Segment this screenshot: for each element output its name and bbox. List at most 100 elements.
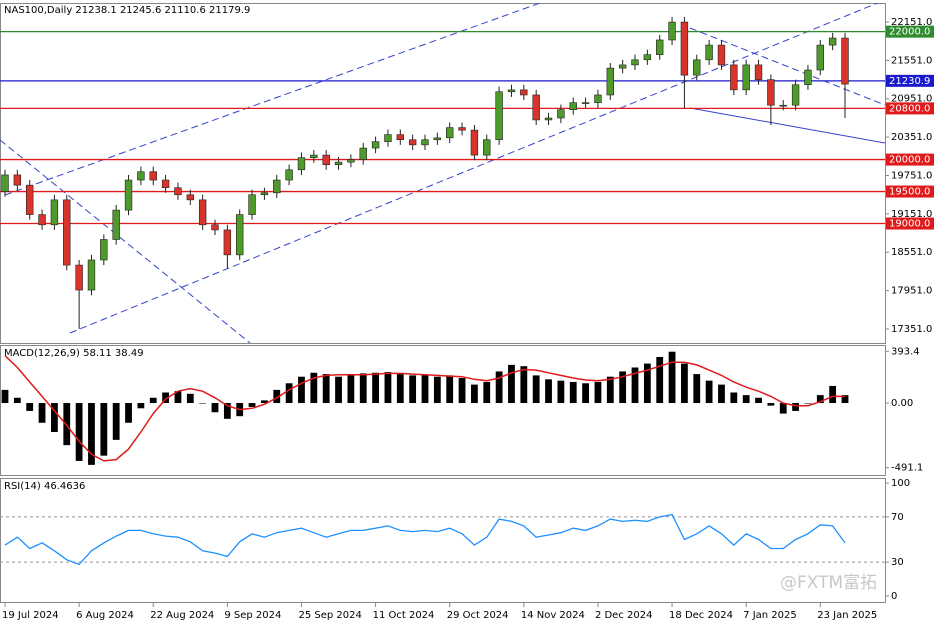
x-tick-label: 11 Oct 2024: [373, 610, 435, 621]
macd-bar: [619, 371, 627, 404]
macd-bar: [545, 379, 552, 404]
candle-body: [680, 21, 689, 76]
candle-body: [618, 64, 627, 69]
macd-bar: [162, 392, 169, 404]
candle-body: [643, 54, 652, 61]
macd-bar: [372, 372, 379, 404]
macd-bar: [681, 363, 688, 404]
candle-body: [557, 109, 565, 119]
candle-body: [693, 59, 701, 76]
price-title: NAS100,Daily 21238.1 21245.6 21110.6 211…: [4, 5, 250, 16]
level-label: 20800.0: [889, 103, 930, 114]
candle-body: [816, 44, 824, 71]
macd-bar: [298, 376, 305, 404]
y-tick-label: 30: [891, 557, 904, 568]
macd-bar: [693, 374, 701, 404]
candle-body: [112, 209, 120, 240]
candle-body: [446, 127, 454, 139]
macd-bar: [631, 367, 639, 404]
macd-bar: [186, 393, 194, 404]
y-tick-label: 18551.0: [891, 247, 932, 258]
wedge-lower: [689, 107, 885, 144]
level-label-box: [886, 102, 934, 115]
candle-body: [458, 127, 466, 131]
macd-bar: [248, 403, 256, 407]
y-tick-label: 21551.0: [891, 55, 932, 66]
macd-bar: [285, 383, 293, 404]
macd-bar: [149, 397, 157, 404]
macd-bar: [310, 372, 318, 404]
x-tick-label: 6 Aug 2024: [76, 610, 134, 621]
macd-bar: [582, 383, 589, 404]
candle-body: [767, 79, 775, 106]
macd-bar: [421, 374, 429, 404]
channel-lower: [69, 3, 879, 334]
macd-bar: [26, 403, 34, 411]
level-label: 20000.0: [889, 155, 930, 166]
candle-body: [483, 139, 491, 156]
candle-body: [754, 64, 763, 80]
x-tick-label: 19 Jul 2024: [2, 610, 59, 621]
macd-bar: [569, 381, 577, 404]
macd-bar: [75, 403, 83, 461]
candle-body: [260, 192, 269, 196]
candle-body: [569, 102, 577, 110]
y-tick-label: 100: [891, 478, 910, 489]
x-tick-label: 22 Aug 2024: [150, 610, 214, 621]
macd-bar: [13, 397, 21, 404]
macd-bar: [508, 364, 515, 404]
macd-bar: [779, 403, 787, 414]
y-tick-label: 19151.0: [891, 209, 932, 220]
macd-bar: [100, 403, 108, 456]
level-label: 21230.9: [889, 76, 930, 87]
macd-bar: [816, 395, 824, 404]
y-tick-label: -491.1: [891, 463, 923, 474]
macd-bar: [532, 375, 540, 404]
candle-body: [371, 141, 380, 149]
x-tick-label: 7 Jan 2025: [743, 610, 797, 621]
candle-body: [211, 224, 219, 231]
macd-bar: [335, 376, 342, 404]
level-label: 22000.0: [889, 27, 930, 38]
x-tick-label: 9 Sep 2024: [224, 610, 281, 621]
level-label: 19500.0: [889, 187, 930, 198]
down-trend: [0, 139, 251, 343]
candle-body: [223, 229, 232, 256]
candle-body: [198, 199, 207, 226]
candle-body: [828, 37, 837, 46]
candle-body: [310, 154, 318, 158]
level-label-box: [886, 74, 934, 87]
x-tick-label: 14 Nov 2024: [521, 610, 585, 621]
candle-body: [742, 64, 750, 91]
candle-body: [520, 89, 528, 96]
candle-body: [421, 139, 429, 146]
y-tick-label: 22151.0: [891, 17, 932, 28]
macd-bar: [446, 375, 454, 404]
y-tick-label: 20951.0: [891, 94, 932, 105]
candle-body: [248, 194, 256, 215]
candle-body: [63, 199, 71, 266]
candle-body: [322, 154, 330, 165]
candle-body: [149, 171, 157, 181]
macd-bar: [643, 363, 651, 404]
candle-body: [13, 174, 22, 186]
macd-bar: [347, 375, 355, 404]
x-tick-label: 23 Jan 2025: [817, 610, 877, 621]
channel-upper: [4, 3, 541, 196]
macd-bar: [829, 385, 837, 404]
macd-bar: [137, 403, 145, 409]
candle-body: [470, 129, 479, 156]
candle-body: [347, 159, 355, 163]
macd-bar: [495, 371, 503, 404]
macd-bar: [730, 392, 738, 404]
candle-body: [730, 64, 738, 91]
candle-body: [656, 39, 664, 55]
candle-body: [433, 137, 442, 141]
candle-body: [137, 171, 145, 181]
macd-bar: [804, 403, 812, 404]
macd-bar: [359, 373, 367, 404]
macd-bar: [841, 395, 849, 404]
macd-bar: [409, 375, 417, 404]
candle-body: [495, 91, 503, 141]
